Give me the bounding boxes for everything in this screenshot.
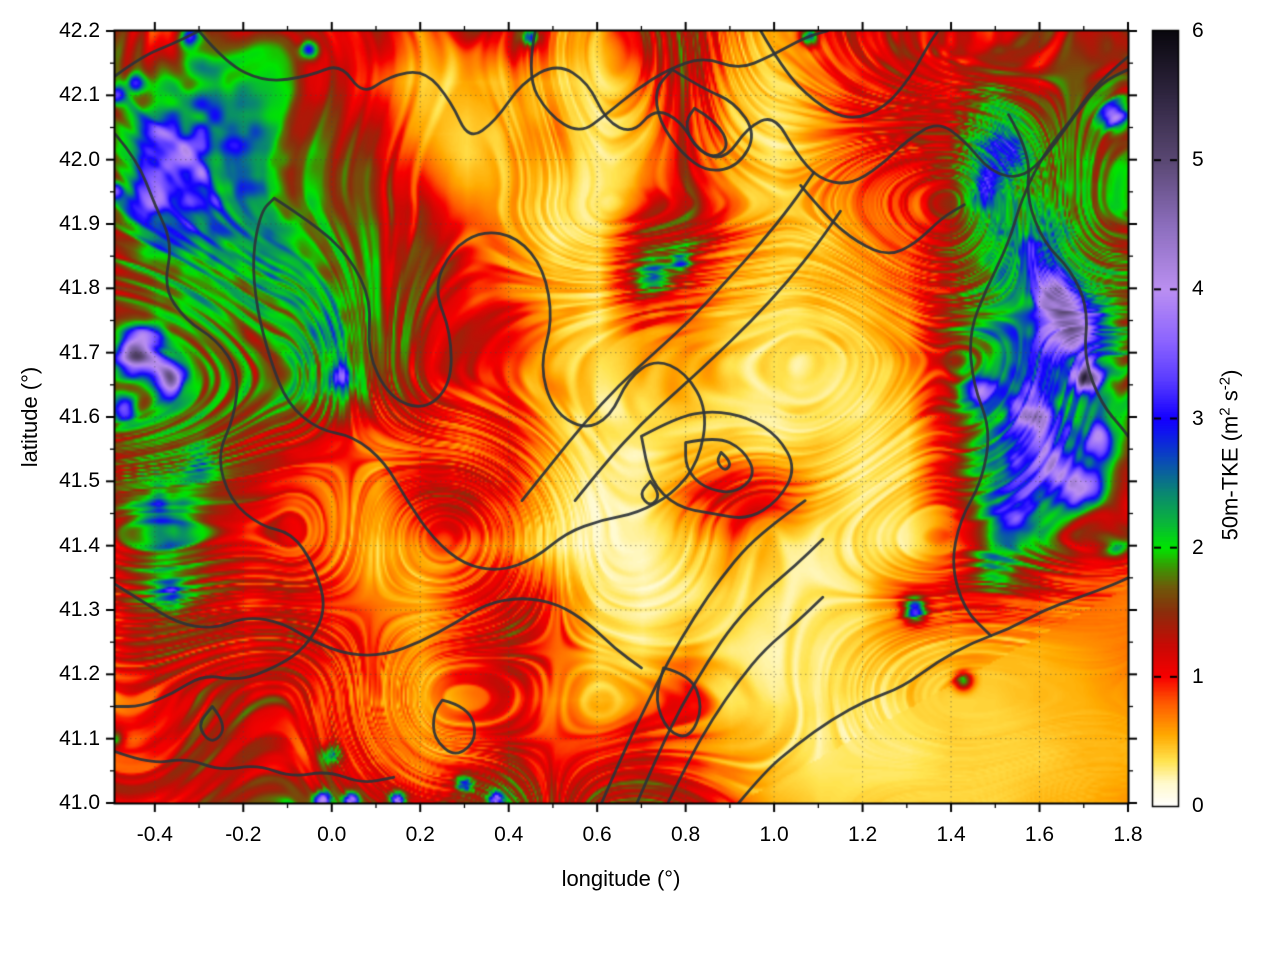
colorbar-tick-label: 1 [1192, 664, 1204, 688]
y-tick-label: 41.9 [59, 212, 100, 235]
y-tick-label: 41.8 [59, 276, 100, 300]
colorbar-title-prefix: 50m-TKE (m [1217, 415, 1243, 541]
x-axis-title: longitude (°) [561, 866, 681, 891]
x-tick-label: 0.6 [582, 823, 612, 846]
x-tick-label: 1.0 [759, 823, 789, 846]
x-tick-label: 0.4 [494, 823, 524, 846]
colorbar-title-mid: s [1217, 390, 1243, 408]
colorbar-tick-label: 2 [1192, 535, 1204, 559]
colorbar-tick-label: 5 [1192, 148, 1204, 172]
colorbar-tick-label: 6 [1192, 19, 1204, 42]
y-axis-title: latitude (°) [17, 366, 42, 468]
x-tick-label: 0.0 [317, 823, 347, 846]
colorbar-tick-label: 3 [1192, 406, 1204, 430]
x-tick-label: 1.8 [1113, 823, 1143, 846]
y-tick-label: 41.4 [59, 533, 100, 557]
y-tick-label: 41.6 [59, 405, 100, 428]
y-tick-label: 41.5 [59, 469, 100, 493]
x-tick-label: 1.2 [847, 823, 878, 846]
x-tick-label: -0.2 [225, 823, 262, 846]
colorbar-title: 50m-TKE (m2 s-2) [1216, 370, 1243, 541]
y-tick-label: 42.0 [59, 147, 100, 171]
x-tick-label: 0.2 [405, 823, 435, 846]
x-tick-label: 1.6 [1024, 823, 1055, 846]
x-tick-label: 0.8 [671, 823, 701, 846]
colorbar-title-sup2: -2 [1216, 376, 1234, 391]
colorbar-tick-label: 0 [1192, 794, 1204, 817]
y-tick-label: 41.0 [59, 791, 100, 814]
y-tick-label: 42.2 [59, 19, 100, 42]
colorbar-title-sup1: 2 [1216, 407, 1234, 416]
colorbar-title-suffix: ) [1217, 369, 1243, 377]
y-tick-label: 41.2 [59, 662, 100, 686]
x-tick-label: -0.4 [136, 823, 173, 846]
colorbar-tick-label: 4 [1192, 277, 1204, 301]
y-tick-label: 41.1 [59, 726, 100, 750]
y-tick-label: 41.3 [59, 598, 100, 621]
y-tick-label: 42.1 [59, 83, 100, 107]
y-tick-label: 41.7 [59, 340, 100, 364]
x-tick-label: 1.4 [936, 823, 966, 846]
